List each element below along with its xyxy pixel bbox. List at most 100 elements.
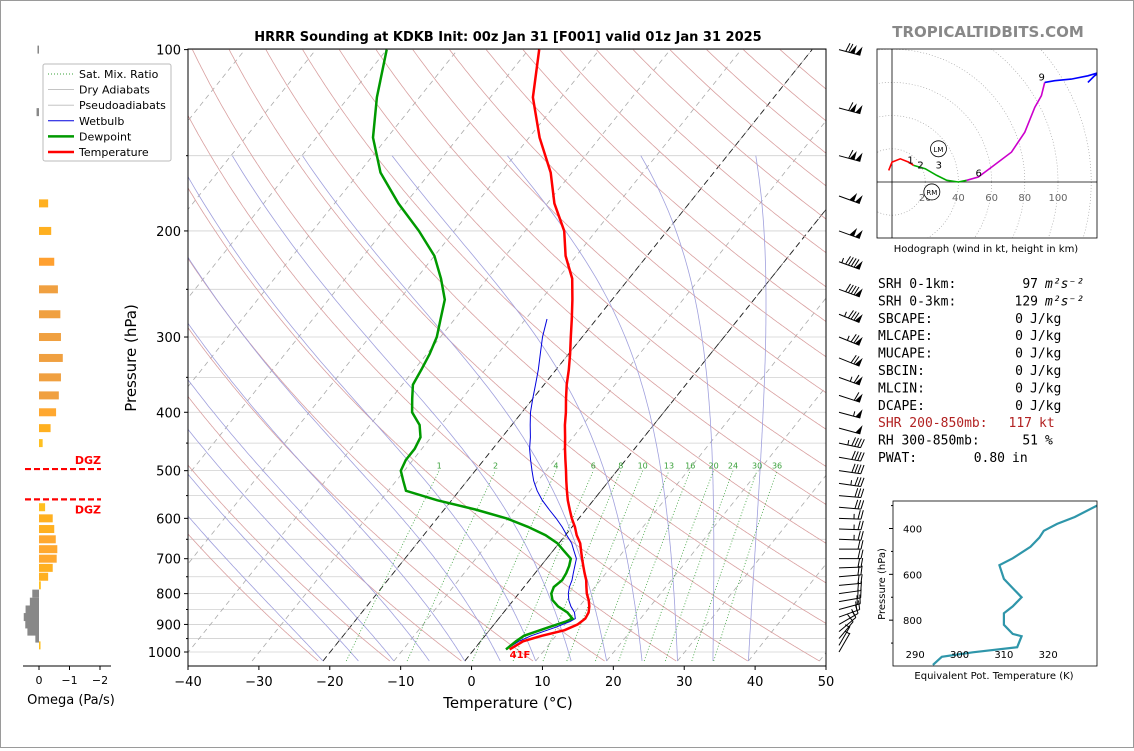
theta-y-tick-label: 600 xyxy=(903,570,922,581)
omega-bar xyxy=(39,573,48,581)
barb-pennant xyxy=(855,153,862,162)
omega-bar xyxy=(39,514,53,522)
omega-bar xyxy=(39,391,59,399)
barb-flag xyxy=(861,531,863,540)
index-unit: m²s⁻² xyxy=(1044,294,1084,309)
mixing-ratio-label: 30 xyxy=(752,462,762,471)
omega-bar xyxy=(39,285,58,293)
barb-flag xyxy=(861,489,864,498)
index-unit: J/kg xyxy=(1030,399,1061,414)
theta-x-tick-label: 310 xyxy=(994,650,1013,661)
index-label: SHR 200-850mb: xyxy=(878,416,988,431)
wind-barb xyxy=(839,392,863,402)
wind-barb xyxy=(839,488,864,497)
x-tick-label: 0 xyxy=(467,675,475,690)
x-tick-label: 50 xyxy=(818,675,835,690)
index-label: MUCAPE: xyxy=(878,347,933,362)
x-tick-label: 30 xyxy=(676,675,693,690)
barb-flag xyxy=(852,451,856,460)
dgz-label: DGZ xyxy=(75,503,101,516)
index-value: 97 xyxy=(1022,277,1038,292)
wind-barb xyxy=(839,284,863,297)
omega-bar xyxy=(39,258,54,266)
barb-flag xyxy=(852,464,855,473)
omega-bar xyxy=(39,439,43,447)
omega-bar xyxy=(39,535,56,543)
dry-adiabat xyxy=(156,50,748,661)
barb-pennant xyxy=(850,103,857,112)
theta-x-tick-label: 300 xyxy=(950,650,969,661)
wind-barb xyxy=(839,605,858,625)
mixing-ratio-label: 24 xyxy=(728,462,738,471)
mixing-ratio-label: 2 xyxy=(493,462,498,471)
wind-barb xyxy=(839,464,864,474)
wind-barb xyxy=(839,334,863,345)
hodo-ring-label: 100 xyxy=(1048,193,1067,204)
index-unit: m²s⁻² xyxy=(1044,277,1084,292)
hodo-frame xyxy=(877,49,1097,238)
series-dewpoint-line xyxy=(373,50,573,650)
hodo-height-label: 2 xyxy=(917,160,923,171)
mixing-ratio-line xyxy=(596,471,670,661)
index-label: RH 300-850mb: xyxy=(878,434,980,449)
isotherm-line xyxy=(252,50,741,661)
legend-item-label: Pseudoadiabats xyxy=(79,99,166,112)
hodograph-label: Hodograph (wind in kt, height in km) xyxy=(894,244,1079,255)
index-label: DCAPE: xyxy=(878,399,925,414)
wind-barb xyxy=(839,550,863,559)
barb-flag xyxy=(858,477,861,486)
omega-tick-label: 0 xyxy=(36,674,43,687)
omega-bar xyxy=(39,373,61,381)
mixing-ratio-label: 1 xyxy=(437,462,442,471)
barb-flag xyxy=(858,558,860,567)
wind-barb xyxy=(839,500,864,509)
index-unit: J/kg xyxy=(1030,329,1061,344)
pseudoadiabat xyxy=(641,156,714,661)
omega-bar xyxy=(39,199,48,207)
index-label: PWAT: xyxy=(878,451,917,466)
wind-barb xyxy=(839,451,864,461)
index-value: 51 xyxy=(1022,434,1038,449)
barb-pennant xyxy=(850,45,857,54)
hodo-marker-label: RM xyxy=(926,189,937,197)
dgz-label: DGZ xyxy=(75,454,101,467)
omega-bar xyxy=(39,525,54,533)
y-tick-label: 1000 xyxy=(148,646,181,661)
mixing-ratio-line xyxy=(692,471,757,661)
pseudoadiabat xyxy=(176,156,535,661)
theta-e-x-axis-label: Equivalent Pot. Temperature (K) xyxy=(914,671,1073,682)
barb-flag xyxy=(858,452,862,461)
index-unit: J/kg xyxy=(1030,381,1061,396)
y-tick-label: 600 xyxy=(156,512,181,527)
y-tick-label: 100 xyxy=(156,44,181,59)
barb-pennant xyxy=(855,394,863,403)
barb-halfflag xyxy=(848,440,849,445)
hodo-trace xyxy=(1045,72,1100,82)
wind-barb xyxy=(839,355,863,366)
wind-barb xyxy=(839,595,860,610)
dry-adiabat xyxy=(266,50,963,661)
theta-e-y-axis-label: Pressure (hPa) xyxy=(877,548,888,620)
index-value: 117 xyxy=(1009,416,1032,431)
barb-flag xyxy=(861,540,863,549)
wind-barbs xyxy=(839,43,864,652)
barb-halfflag xyxy=(853,411,854,416)
mixing-ratio-label: 36 xyxy=(772,462,782,471)
barb-staff xyxy=(839,575,861,577)
hodo-ring-label: 40 xyxy=(952,193,965,204)
wind-barb xyxy=(839,193,863,204)
theta-y-tick-label: 400 xyxy=(903,525,922,536)
hodo-marker-label: LM xyxy=(934,146,944,154)
mixing-ratio-label: 10 xyxy=(638,462,648,471)
barb-flag xyxy=(858,465,861,474)
barb-flag xyxy=(855,464,858,473)
